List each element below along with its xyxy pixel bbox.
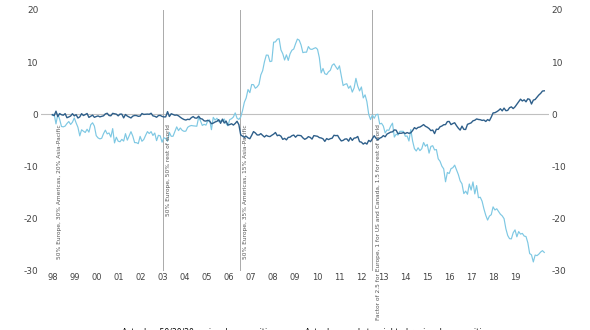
Text: 50% Europe, 30% Americas, 20% Asia-Pacific: 50% Europe, 30% Americas, 20% Asia-Pacif… — [57, 125, 62, 259]
Text: 50% Europe, 50% rest of world: 50% Europe, 50% rest of world — [166, 125, 171, 216]
Legend: Actual vs 50/30/20 regional composition, Actual vs market-weighted regional comp: Actual vs 50/30/20 regional composition,… — [96, 325, 494, 330]
Text: 50% Europe, 35% Americas, 15% Asia-Pacific: 50% Europe, 35% Americas, 15% Asia-Pacif… — [243, 125, 248, 259]
Text: Factor of 2.5 for Europe, 1 for US and Canada, 1.5 for rest of world: Factor of 2.5 for Europe, 1 for US and C… — [375, 125, 381, 320]
